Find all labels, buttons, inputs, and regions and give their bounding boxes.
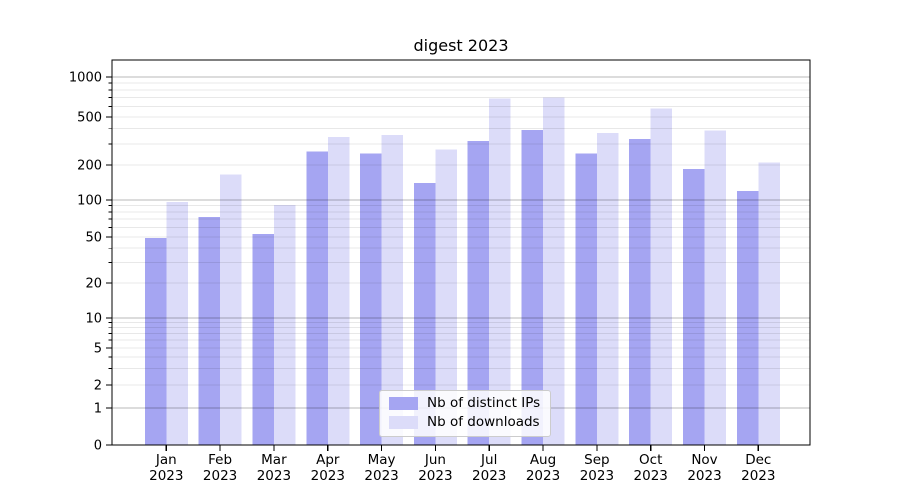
xtick-label: Apr 2023 [311, 452, 345, 484]
bar-ips-sep [575, 153, 597, 446]
ytick-label: 1000 [69, 71, 102, 86]
bar-ips-apr [306, 151, 328, 446]
bar-downloads-nov [704, 130, 726, 445]
chart-title: digest 2023 [413, 36, 508, 55]
ytick-label: 1 [94, 402, 102, 417]
bar-ips-feb [198, 216, 221, 445]
bars-layer [144, 97, 780, 446]
ytick-label: 10 [85, 312, 102, 327]
xtick-label: Jul 2023 [472, 452, 506, 484]
bar-downloads-apr [327, 137, 350, 445]
bar-ips-dec [736, 190, 759, 445]
bar-ips-aug [521, 130, 543, 445]
xtick-label: Jan 2023 [149, 452, 183, 484]
bar-downloads-feb [220, 174, 242, 445]
legend: Nb of distinct IPs Nb of downloads [379, 390, 552, 437]
xtick-label: Feb 2023 [203, 452, 237, 484]
bar-ips-nov [683, 168, 705, 445]
plot-frame [111, 59, 811, 446]
bar-downloads-may [381, 134, 404, 445]
ytick-label: 100 [77, 194, 102, 209]
bar-ips-may [360, 153, 382, 446]
ytick-label: 5 [94, 342, 102, 357]
legend-swatch-downloads [389, 416, 418, 429]
bar-ips-jan [144, 238, 167, 445]
xtick-label: Jun 2023 [418, 452, 452, 484]
bar-ips-oct [629, 138, 651, 446]
bar-ips-jun [413, 183, 436, 445]
labels-layer: 0 1 2 5 10 20 50 100 200 500 1000 Jan 2023 Feb 2023 Mar… [69, 71, 776, 485]
bar-ips-jul [467, 141, 490, 445]
xtick-label: Aug 2023 [526, 452, 560, 484]
bar-downloads-jul [489, 98, 511, 446]
ytick-label: 0 [94, 439, 102, 454]
legend-label-distinct-ips: Nb of distinct IPs [427, 395, 541, 411]
ytick-label: 20 [85, 277, 102, 292]
ticks-layer [106, 76, 759, 451]
legend-label-downloads: Nb of downloads [427, 414, 540, 430]
legend-item-distinct-ips: Nb of distinct IPs [389, 396, 540, 411]
ytick-label: 2 [94, 379, 102, 394]
bar-downloads-jun [435, 149, 457, 446]
grid-layer [112, 76, 810, 409]
xtick-label: Oct 2023 [634, 452, 668, 484]
xtick-label: Dec 2023 [741, 452, 775, 484]
xtick-label: Nov 2023 [687, 452, 721, 484]
bar-downloads-mar [273, 205, 296, 445]
ytick-label: 50 [85, 231, 102, 246]
xtick-label: Mar 2023 [257, 452, 291, 484]
legend-item-downloads: Nb of downloads [389, 415, 540, 430]
bar-downloads-sep [596, 132, 619, 446]
bar-downloads-dec [758, 162, 780, 445]
ytick-label: 500 [77, 111, 102, 126]
legend-swatch-distinct-ips [389, 397, 418, 410]
bar-downloads-jan [166, 202, 188, 445]
bar-downloads-oct [650, 108, 673, 446]
xtick-label: May 2023 [364, 452, 398, 484]
bar-downloads-aug [543, 97, 565, 445]
bar-ips-mar [252, 233, 274, 445]
ytick-label: 200 [77, 159, 102, 174]
xtick-label: Sep 2023 [580, 452, 614, 484]
